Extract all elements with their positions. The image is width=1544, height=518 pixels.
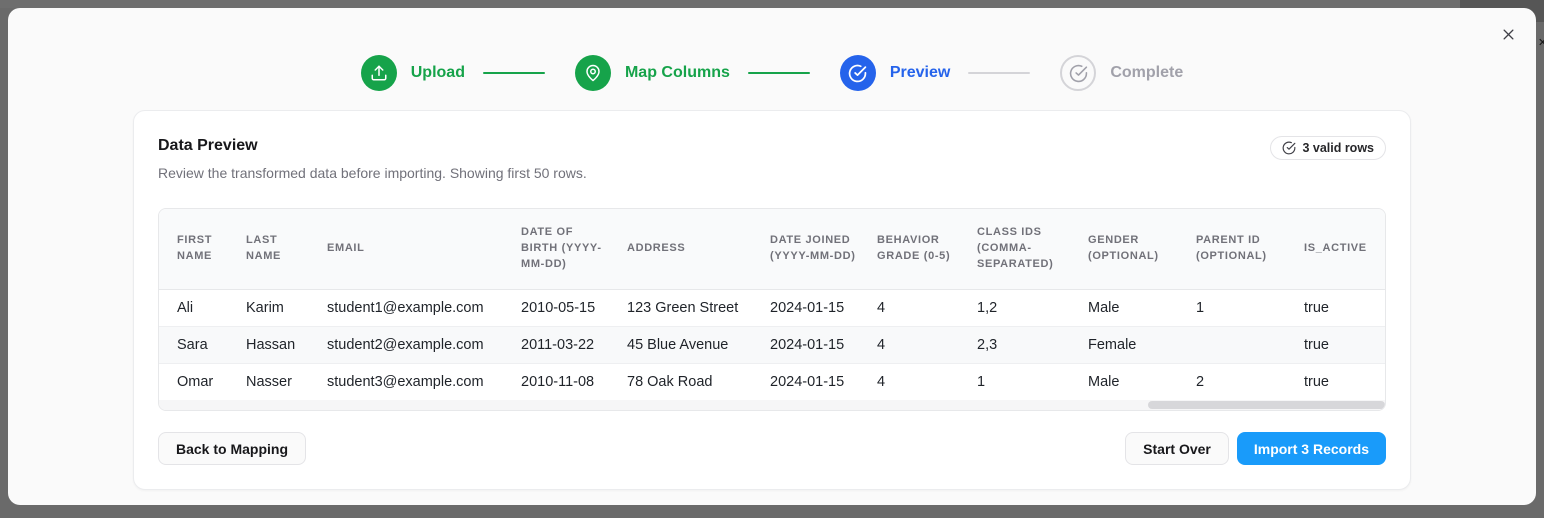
table-cell: 4 xyxy=(877,299,886,316)
clipped-background-x-glyph: ✕ xyxy=(1538,37,1544,49)
table-header-row: First Name Last Name Email Date of Birth… xyxy=(159,209,1385,290)
start-over-button[interactable]: Start Over xyxy=(1125,432,1229,465)
table-cell: 2011-03-22 xyxy=(521,336,595,353)
column-header: Gender (Optional) xyxy=(1088,209,1196,290)
wizard-stepper: Upload Map Columns Preview xyxy=(8,55,1536,91)
table-cell: 2024-01-15 xyxy=(770,373,845,390)
horizontal-scrollbar[interactable] xyxy=(159,400,1385,410)
table-row: Sara Hassan student2@example.com 2011-03… xyxy=(159,326,1385,363)
step-map-columns[interactable]: Map Columns xyxy=(574,55,730,91)
step-connector xyxy=(482,72,545,74)
column-header: Date Joined (YYYY-MM-DD) xyxy=(770,209,877,290)
column-header: Address xyxy=(627,209,770,290)
table-cell: Nasser xyxy=(246,373,292,390)
table-cell: Male xyxy=(1088,373,1120,390)
column-header: First Name xyxy=(159,209,246,290)
step-complete-label: Complete xyxy=(1110,64,1184,81)
table-cell: 1,2 xyxy=(977,299,998,316)
column-header: Behavior Grade (0-5) xyxy=(877,209,977,290)
valid-rows-badge-label: 3 valid rows xyxy=(1302,141,1374,155)
table-cell: 2010-11-08 xyxy=(521,373,595,390)
back-to-mapping-button[interactable]: Back to Mapping xyxy=(158,432,307,465)
dimmed-backdrop xyxy=(0,0,1544,8)
table-cell: Ali xyxy=(177,299,194,316)
table-cell: student3@example.com xyxy=(327,373,484,390)
import-records-button[interactable]: Import 3 Records xyxy=(1236,432,1386,465)
table-cell: 78 Oak Road xyxy=(627,373,713,390)
column-header: Class IDs (comma-separated) xyxy=(977,209,1088,290)
table-cell: student1@example.com xyxy=(327,299,484,316)
preview-table-container: First Name Last Name Email Date of Birth… xyxy=(158,208,1386,411)
column-header: is_active xyxy=(1304,209,1385,290)
table-cell: 45 Blue Avenue xyxy=(627,336,729,353)
table-cell: 1 xyxy=(977,373,986,390)
table-cell: Hassan xyxy=(246,336,296,353)
step-connector xyxy=(747,72,810,74)
table-cell: 2024-01-15 xyxy=(770,299,845,316)
step-map-columns-label: Map Columns xyxy=(624,64,730,81)
import-wizard-modal: Upload Map Columns Preview xyxy=(8,8,1536,505)
table-cell: 2010-05-15 xyxy=(521,299,596,316)
table-cell: 1 xyxy=(1196,299,1205,316)
table-cell: Male xyxy=(1088,299,1120,316)
table-cell: Omar xyxy=(177,373,214,390)
step-connector xyxy=(968,72,1031,74)
table-cell: Female xyxy=(1088,336,1137,353)
card-header: Data Preview Review the transformed data… xyxy=(158,135,1386,183)
check-circle-icon xyxy=(1283,141,1296,155)
column-header: Date of Birth (YYYY-MM-DD) xyxy=(521,209,627,290)
valid-rows-badge: 3 valid rows xyxy=(1270,136,1386,160)
table-cell: Karim xyxy=(246,299,284,316)
upload-icon xyxy=(360,55,397,91)
step-upload-label: Upload xyxy=(410,64,465,81)
step-upload[interactable]: Upload xyxy=(360,55,465,91)
table-cell: true xyxy=(1304,373,1329,390)
table-cell: 2 xyxy=(1196,373,1205,390)
table-cell: 123 Green Street xyxy=(627,299,739,316)
page-title: Data Preview xyxy=(158,137,258,154)
card-footer: Back to Mapping Start Over Import 3 Reco… xyxy=(158,432,1386,465)
table-cell: Sara xyxy=(177,336,208,353)
step-preview-label: Preview xyxy=(889,64,951,81)
table-cell: true xyxy=(1304,336,1329,353)
check-circle-icon xyxy=(839,55,876,91)
step-complete[interactable]: Complete xyxy=(1060,55,1183,91)
card-subtitle: Review the transformed data before impor… xyxy=(158,165,587,181)
table-cell: 4 xyxy=(877,336,886,353)
preview-table: First Name Last Name Email Date of Birth… xyxy=(159,209,1385,400)
table-row: Omar Nasser student3@example.com 2010-11… xyxy=(159,363,1385,400)
scrollbar-thumb[interactable] xyxy=(1148,401,1385,409)
check-circle-icon xyxy=(1060,55,1097,91)
column-header: Email xyxy=(327,209,521,290)
table-cell: student2@example.com xyxy=(327,336,484,353)
step-preview[interactable]: Preview xyxy=(839,55,951,91)
map-pin-icon xyxy=(574,55,611,91)
table-cell: 2024-01-15 xyxy=(770,336,845,353)
data-preview-card: Data Preview Review the transformed data… xyxy=(133,110,1411,490)
column-header: Parent ID (Optional) xyxy=(1196,209,1304,290)
table-cell: 2,3 xyxy=(977,336,998,353)
table-cell: true xyxy=(1304,299,1329,316)
column-header: Last Name xyxy=(246,209,327,290)
close-icon[interactable] xyxy=(1496,22,1520,46)
table-cell: 4 xyxy=(877,373,886,390)
table-cell xyxy=(1196,326,1304,363)
table-row: Ali Karim student1@example.com 2010-05-1… xyxy=(159,289,1385,326)
